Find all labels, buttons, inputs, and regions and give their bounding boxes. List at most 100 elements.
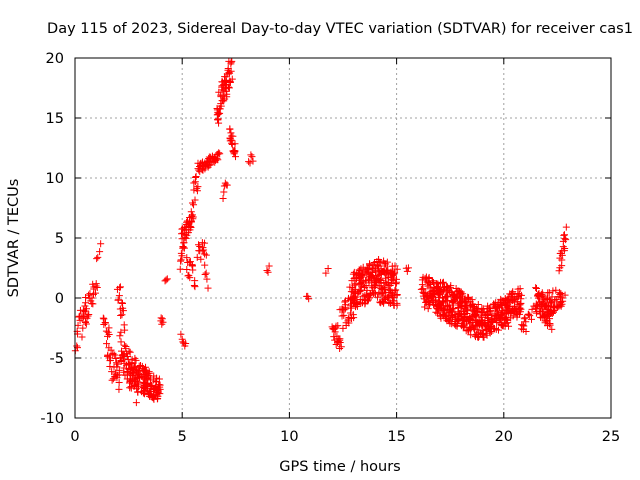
data-point bbox=[192, 172, 200, 180]
data-point bbox=[114, 296, 122, 304]
data-point bbox=[560, 231, 568, 239]
data-point bbox=[180, 239, 188, 247]
x-tick-label: 20 bbox=[495, 429, 513, 445]
data-point bbox=[215, 88, 223, 96]
data-point bbox=[163, 275, 171, 283]
data-point bbox=[444, 293, 452, 301]
data-point bbox=[460, 322, 468, 330]
data-point bbox=[393, 301, 401, 309]
data-point bbox=[228, 75, 236, 83]
data-point bbox=[224, 83, 232, 91]
data-point bbox=[336, 345, 344, 353]
data-point bbox=[449, 299, 457, 307]
data-point bbox=[186, 258, 194, 266]
data-point bbox=[474, 300, 482, 308]
data-point bbox=[228, 57, 236, 65]
data-point bbox=[116, 284, 124, 292]
data-point bbox=[558, 251, 566, 259]
data-point bbox=[156, 381, 164, 389]
data-point bbox=[457, 295, 465, 303]
data-point bbox=[79, 324, 87, 332]
data-point bbox=[474, 326, 482, 334]
data-point bbox=[384, 266, 392, 274]
data-point bbox=[143, 381, 151, 389]
data-point bbox=[193, 253, 201, 261]
data-point bbox=[516, 285, 524, 293]
data-point bbox=[227, 58, 235, 66]
data-point bbox=[94, 253, 102, 261]
data-point bbox=[205, 161, 213, 169]
data-point bbox=[201, 270, 209, 278]
data-point bbox=[527, 315, 535, 323]
data-point bbox=[190, 179, 198, 187]
data-point bbox=[449, 305, 457, 313]
data-point bbox=[78, 333, 86, 341]
data-point bbox=[526, 312, 534, 320]
data-point bbox=[228, 139, 236, 147]
data-point bbox=[532, 284, 540, 292]
data-point bbox=[521, 314, 529, 322]
data-point bbox=[85, 310, 93, 318]
x-tick-label: 10 bbox=[280, 429, 298, 445]
data-point bbox=[561, 291, 569, 299]
data-point bbox=[349, 311, 357, 319]
data-point bbox=[404, 264, 412, 272]
data-point bbox=[214, 110, 222, 118]
data-point bbox=[522, 327, 530, 335]
data-point bbox=[447, 312, 455, 320]
data-point bbox=[117, 347, 125, 355]
data-point bbox=[194, 183, 202, 191]
data-point bbox=[347, 288, 355, 296]
data-point bbox=[393, 291, 401, 299]
data-point bbox=[82, 305, 90, 313]
data-point bbox=[484, 314, 492, 322]
data-point bbox=[111, 351, 119, 359]
data-point bbox=[225, 84, 233, 92]
data-point bbox=[472, 313, 480, 321]
data-point bbox=[226, 125, 234, 133]
data-point bbox=[125, 347, 133, 355]
data-point bbox=[334, 322, 342, 330]
data-point bbox=[108, 368, 116, 376]
data-point bbox=[424, 305, 432, 313]
data-point bbox=[373, 257, 381, 265]
y-tick-label: 15 bbox=[46, 111, 64, 127]
data-points bbox=[71, 57, 570, 407]
data-point bbox=[558, 300, 566, 308]
data-point bbox=[115, 379, 123, 387]
data-point bbox=[216, 109, 224, 117]
data-point bbox=[494, 326, 502, 334]
data-point bbox=[263, 267, 271, 275]
data-point bbox=[190, 186, 198, 194]
data-point bbox=[131, 381, 139, 389]
data-point bbox=[105, 324, 113, 332]
data-point bbox=[562, 236, 570, 244]
data-point bbox=[102, 319, 110, 327]
data-point bbox=[115, 385, 123, 393]
data-point bbox=[191, 196, 199, 204]
data-point bbox=[505, 322, 513, 330]
data-point bbox=[204, 284, 212, 292]
data-point bbox=[375, 265, 383, 273]
data-point bbox=[82, 299, 90, 307]
data-point bbox=[337, 343, 345, 351]
data-point bbox=[486, 329, 494, 337]
data-point bbox=[231, 148, 239, 156]
data-point bbox=[558, 256, 566, 264]
data-point bbox=[215, 149, 223, 157]
data-point bbox=[305, 295, 313, 303]
data-point bbox=[331, 328, 339, 336]
data-point bbox=[551, 297, 559, 305]
data-point bbox=[454, 304, 462, 312]
data-point bbox=[504, 293, 512, 301]
data-point bbox=[368, 274, 376, 282]
data-point bbox=[265, 262, 273, 270]
data-point bbox=[214, 116, 222, 124]
y-tick-label: 20 bbox=[46, 51, 64, 67]
data-point bbox=[187, 223, 195, 231]
data-point bbox=[106, 363, 114, 371]
data-point bbox=[118, 299, 126, 307]
data-point bbox=[547, 299, 555, 307]
data-point bbox=[138, 362, 146, 370]
